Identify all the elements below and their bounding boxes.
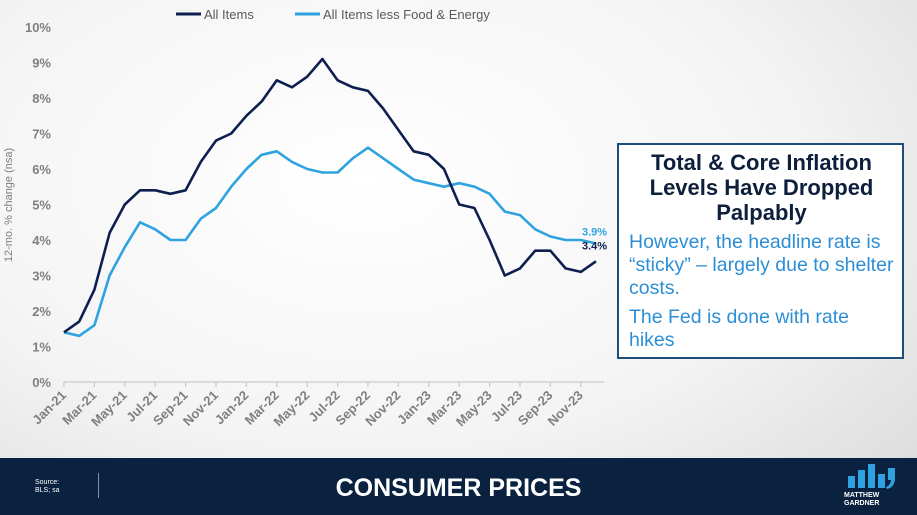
source-value: BLS; sa <box>35 487 60 494</box>
y-tick-label: 3% <box>32 269 51 284</box>
series-end-label: 3.9% <box>582 227 607 239</box>
legend-label: All Items <box>204 7 254 22</box>
logo-wordmark: MATTHEW GARDNER <box>844 492 904 508</box>
footer-divider <box>98 473 99 498</box>
source-label: Source: <box>35 479 60 486</box>
y-tick-label: 9% <box>32 56 51 71</box>
source-note: Source: BLS; sa <box>35 479 60 495</box>
y-tick-label: 1% <box>32 340 51 355</box>
legend-label: All Items less Food & Energy <box>323 7 490 22</box>
series-lines <box>63 57 597 338</box>
series-end-label: 3.4% <box>582 240 607 252</box>
y-axis-ticks: 0% 1% 2% 3% 4% 5% 6% 7% 8% 9% 10% <box>25 20 51 390</box>
y-tick-label: 0% <box>32 375 51 390</box>
y-tick-label: 6% <box>32 162 51 177</box>
matthew-gardner-logo: MATTHEW GARDNER <box>844 464 900 512</box>
series-line-0 <box>63 57 597 334</box>
y-tick-label: 5% <box>32 198 51 213</box>
slide-title: CONSUMER PRICES <box>335 474 582 502</box>
footer-bar <box>0 458 917 515</box>
series-line-1 <box>63 146 597 338</box>
inflation-line-chart: All Items All Items less Food & Energy 12… <box>3 7 607 429</box>
callout-box: Total & Core Inflation Levels Have Dropp… <box>617 143 904 359</box>
y-tick-label: 2% <box>32 304 51 319</box>
x-axis-ticks: Jan-21Mar-21May-21Jul-21Sep-21Nov-21Jan-… <box>29 382 586 429</box>
y-tick-label: 8% <box>32 91 51 106</box>
callout-text-fed: The Fed is done with rate hikes <box>629 306 850 351</box>
y-tick-label: 4% <box>32 233 51 248</box>
series-end-labels: 3.4%3.9% <box>582 227 607 253</box>
y-tick-label: 10% <box>25 20 51 35</box>
y-axis-label: 12-mo. % change (nsa) <box>3 148 15 262</box>
logo-line-1: MATTHEW <box>844 492 880 499</box>
chart-legend: All Items All Items less Food & Energy <box>176 7 490 22</box>
y-tick-label: 7% <box>32 127 51 142</box>
logo-bars-icon <box>848 464 895 489</box>
callout-title: Total & Core Inflation Levels Have Dropp… <box>649 150 874 225</box>
logo-line-2: GARDNER <box>844 500 880 507</box>
callout-text-sticky-rate: However, the headline rate is “sticky” –… <box>629 231 894 299</box>
